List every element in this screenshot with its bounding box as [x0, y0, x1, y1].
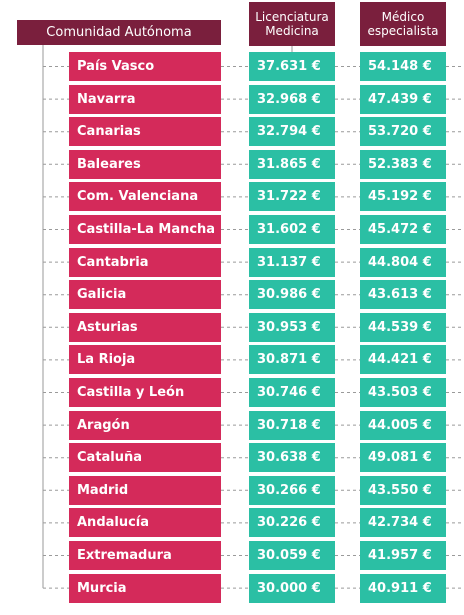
licenciatura-value: 31.137 €	[249, 247, 335, 277]
region-cell: Com. Valenciana	[69, 182, 221, 212]
licenciatura-value: 30.266 €	[249, 475, 335, 505]
table-row: Cantabria 31.137 € 44.804 €	[0, 247, 464, 277]
table-row: Canarias 32.794 € 53.720 €	[0, 117, 464, 147]
region-cell: Castilla-La Mancha	[69, 215, 221, 244]
header-licenciatura-line1: Licenciatura	[255, 10, 329, 24]
licenciatura-value: 30.718 €	[249, 410, 335, 440]
medico-value: 45.192 €	[360, 182, 446, 212]
region-cell: País Vasco	[69, 52, 221, 81]
header-medico-line2: especialista	[367, 24, 439, 38]
medico-value: 43.613 €	[360, 280, 446, 310]
table-row: Cataluña 30.638 € 49.081 €	[0, 443, 464, 473]
table-row: Andalucía 30.226 € 42.734 €	[0, 508, 464, 538]
table-row: Navarra 32.968 € 47.439 €	[0, 84, 464, 114]
region-cell: Madrid	[69, 475, 221, 505]
licenciatura-value: 30.638 €	[249, 443, 335, 473]
licenciatura-value: 30.986 €	[249, 280, 335, 310]
medico-value: 53.720 €	[360, 117, 446, 147]
table-row: Aragón 30.718 € 44.005 €	[0, 410, 464, 440]
table-row: Murcia 30.000 € 40.911 €	[0, 573, 464, 603]
licenciatura-value: 31.602 €	[249, 215, 335, 244]
medico-value: 45.472 €	[360, 215, 446, 244]
table-row: Galicia 30.986 € 43.613 €	[0, 280, 464, 310]
header-licenciatura-line2: Medicina	[265, 24, 319, 38]
licenciatura-value: 30.953 €	[249, 312, 335, 342]
region-cell: Baleares	[69, 149, 221, 179]
header-region-label: Comunidad Autónoma	[46, 25, 192, 40]
medico-value: 43.503 €	[360, 378, 446, 407]
medico-value: 44.539 €	[360, 312, 446, 342]
table-row: Asturias 30.953 € 44.539 €	[0, 312, 464, 342]
region-cell: Castilla y León	[69, 378, 221, 407]
header-medico-line1: Médico	[381, 10, 425, 24]
licenciatura-value: 31.722 €	[249, 182, 335, 212]
table-row: País Vasco 37.631 € 54.148 €	[0, 52, 464, 81]
region-cell: Cataluña	[69, 443, 221, 473]
region-cell: Canarias	[69, 117, 221, 147]
licenciatura-value: 30.871 €	[249, 345, 335, 375]
medico-value: 44.804 €	[360, 247, 446, 277]
medico-value: 42.734 €	[360, 508, 446, 538]
header-licenciatura: Licenciatura Medicina	[249, 2, 335, 46]
licenciatura-value: 30.746 €	[249, 378, 335, 407]
licenciatura-value: 30.000 €	[249, 573, 335, 603]
medico-value: 44.005 €	[360, 410, 446, 440]
medico-value: 52.383 €	[360, 149, 446, 179]
table-row: La Rioja 30.871 € 44.421 €	[0, 345, 464, 375]
medico-value: 54.148 €	[360, 52, 446, 81]
licenciatura-value: 37.631 €	[249, 52, 335, 81]
header-medico-especialista: Médico especialista	[360, 2, 446, 46]
header-region: Comunidad Autónoma	[17, 20, 221, 45]
table-row: Com. Valenciana 31.722 € 45.192 €	[0, 182, 464, 212]
region-cell: Navarra	[69, 84, 221, 114]
licenciatura-value: 30.059 €	[249, 541, 335, 570]
region-cell: Extremadura	[69, 541, 221, 570]
region-cell: Murcia	[69, 573, 221, 603]
medico-value: 40.911 €	[360, 573, 446, 603]
region-cell: Asturias	[69, 312, 221, 342]
medico-value: 43.550 €	[360, 475, 446, 505]
table-row: Madrid 30.266 € 43.550 €	[0, 475, 464, 505]
table-row: Extremadura 30.059 € 41.957 €	[0, 541, 464, 570]
table-row: Castilla y León 30.746 € 43.503 €	[0, 378, 464, 407]
licenciatura-value: 32.968 €	[249, 84, 335, 114]
licenciatura-value: 32.794 €	[249, 117, 335, 147]
region-cell: Andalucía	[69, 508, 221, 538]
table-row: Castilla-La Mancha 31.602 € 45.472 €	[0, 215, 464, 244]
region-cell: Galicia	[69, 280, 221, 310]
medico-value: 44.421 €	[360, 345, 446, 375]
licenciatura-value: 30.226 €	[249, 508, 335, 538]
medico-value: 41.957 €	[360, 541, 446, 570]
medico-value: 49.081 €	[360, 443, 446, 473]
table-row: Baleares 31.865 € 52.383 €	[0, 149, 464, 179]
region-cell: Aragón	[69, 410, 221, 440]
region-cell: La Rioja	[69, 345, 221, 375]
licenciatura-value: 31.865 €	[249, 149, 335, 179]
region-cell: Cantabria	[69, 247, 221, 277]
medico-value: 47.439 €	[360, 84, 446, 114]
